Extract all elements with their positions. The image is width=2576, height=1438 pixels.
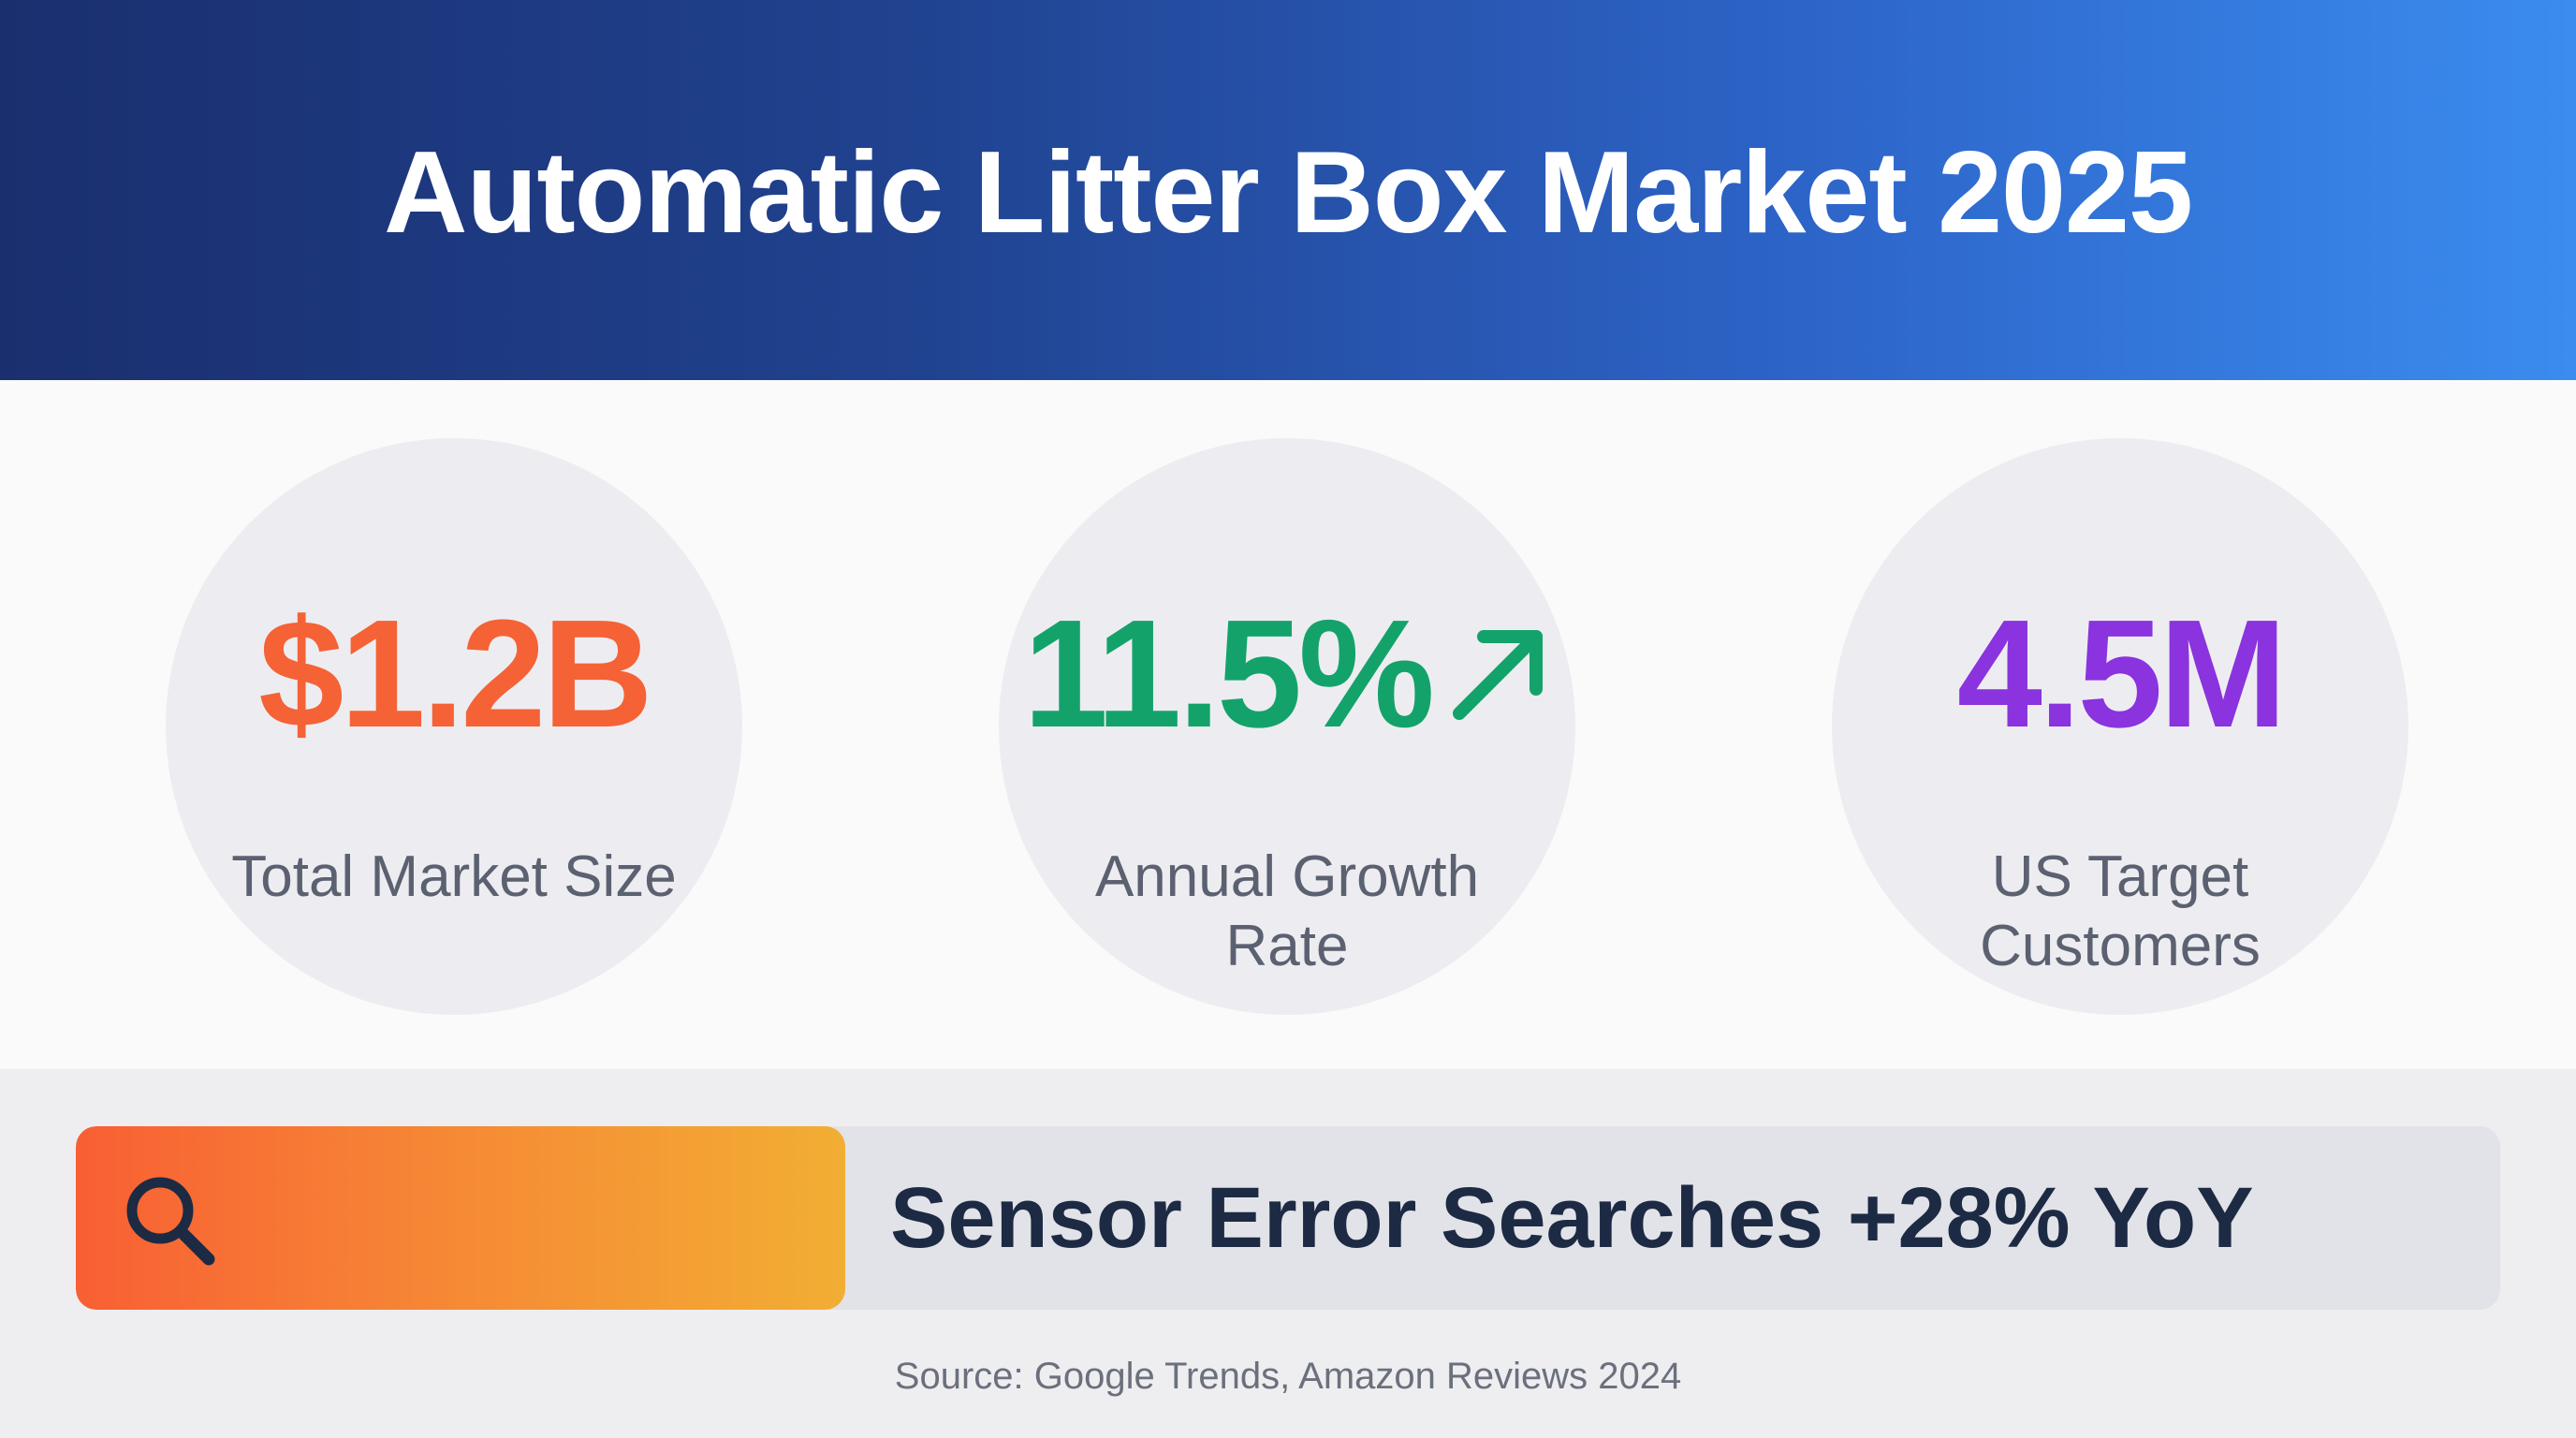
stat-label: Total Market Size: [231, 844, 677, 909]
alert-text: Sensor Error Searches +28% YoY: [890, 1170, 2254, 1266]
arrow-up-right-icon: [1452, 630, 1543, 720]
header-banner: Automatic Litter Box Market 2025: [0, 0, 2576, 380]
stat-value-row: 11.5%: [989, 597, 1585, 751]
stat-value: 11.5%: [1023, 588, 1435, 759]
alert-bar: Sensor Error Searches +28% YoY: [76, 1126, 2500, 1310]
stat-label: Annual Growth Rate: [1094, 844, 1480, 978]
alert-section: Sensor Error Searches +28% YoY Source: G…: [0, 1069, 2576, 1438]
search-icon: [126, 1177, 215, 1266]
stat-label: US Target Customers: [1980, 844, 2261, 978]
source-note: Source: Google Trends, Amazon Reviews 20…: [894, 1356, 1682, 1397]
stat-target-customers: 4.5M US Target Customers: [1832, 438, 2408, 1015]
page-title: Automatic Litter Box Market 2025: [384, 128, 2193, 257]
stat-value: 4.5M: [1956, 588, 2288, 759]
stats-section: $1.2B Total Market Size 11.5% Annual Gro…: [0, 380, 2576, 1069]
stat-market-size: $1.2B Total Market Size: [166, 438, 742, 1015]
alert-accent: [76, 1126, 845, 1310]
stat-value: $1.2B: [258, 588, 653, 759]
stat-growth-rate: 11.5% Annual Growth Rate: [999, 438, 1575, 1015]
